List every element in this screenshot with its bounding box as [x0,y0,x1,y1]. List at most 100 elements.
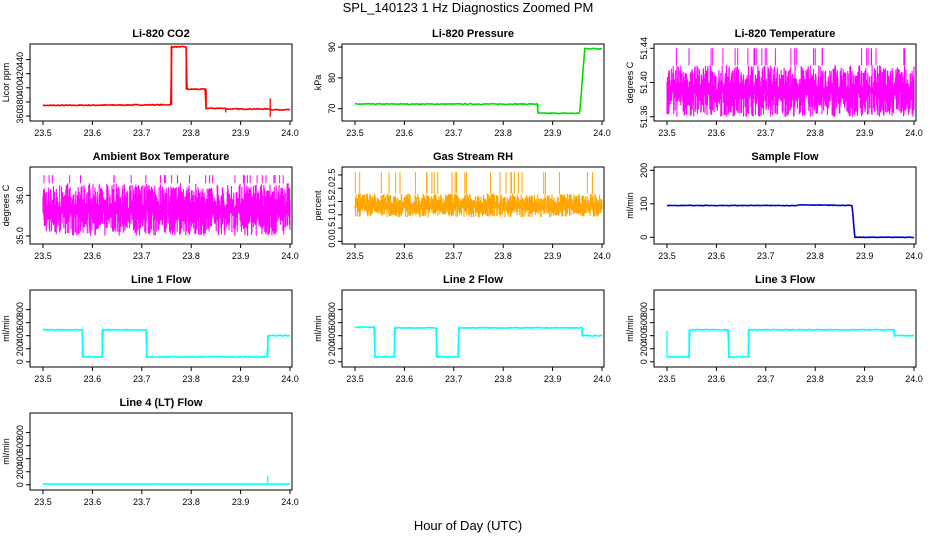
panel-title: Gas Stream RH [433,151,513,163]
x-tick-label: 23.7 [133,374,151,384]
plot-frame [341,166,605,245]
y-axis-label: kPa [313,75,323,91]
series-spikes [675,48,906,117]
x-tick-label: 24.0 [905,128,923,138]
x-tick-label: 23.5 [34,497,52,507]
series-line [42,328,291,359]
series-line [666,328,915,359]
x-tick-label: 24.0 [281,128,299,138]
series-band [666,65,915,117]
plot-frame [29,166,293,245]
panel-p3: Li-820 Temperature degrees C 51.36 51.40 51.… [625,28,923,138]
y-tick-label: 200 [15,341,25,356]
y-tick-label: 35.0 [15,227,25,245]
panel-title: Sample Flow [751,151,819,163]
panel-title: Li-820 CO2 [132,28,189,40]
x-tick-label: 23.9 [544,128,562,138]
y-tick-label: 800 [15,425,25,440]
plot-frame [653,289,917,368]
y-tick-label: 2.0 [327,182,337,195]
y-tick-label: 0 [15,482,25,487]
y-tick-label: 600 [15,315,25,330]
panel-title: Li-820 Pressure [432,28,514,40]
panel-title: Line 4 (LT) Flow [120,397,203,409]
y-tick-label: 440 [15,52,25,67]
y-axis-label: ml/min [625,192,635,219]
x-tick-label: 23.9 [232,374,250,384]
y-tick-label: 0 [639,359,649,364]
y-tick-label: 200 [639,163,649,178]
x-tick-label: 23.5 [658,128,676,138]
series-spikes [354,172,593,194]
series-band [42,183,291,236]
plot-frame [29,289,293,368]
series-band [354,193,603,218]
y-tick-label: 0.5 [327,222,337,235]
x-tick-label: 23.8 [182,497,200,507]
x-tick-label: 23.7 [133,128,151,138]
x-tick-label: 23.8 [494,374,512,384]
x-tick-label: 23.5 [346,128,364,138]
x-tick-label: 24.0 [281,497,299,507]
x-tick-label: 24.0 [593,128,611,138]
figure-title: SPL_140123 1 Hz Diagnostics Zoomed PM [342,0,594,15]
y-tick-label: 400 [15,451,25,466]
y-tick-label: 1.0 [327,209,337,222]
x-tick-label: 23.9 [232,128,250,138]
plot-frame [653,166,917,245]
panel-title: Li-820 Temperature [735,28,836,40]
y-tick-label: 200 [15,464,25,479]
x-tick-label: 23.8 [806,251,824,261]
y-tick-label: 0 [15,359,25,364]
x-tick-label: 23.7 [757,128,775,138]
x-tick-label: 23.5 [34,128,52,138]
series-line [355,325,603,359]
y-tick-label: 600 [327,315,337,330]
x-tick-label: 24.0 [281,374,299,384]
x-tick-label: 23.8 [806,128,824,138]
series-line [354,47,603,115]
panel-title: Line 1 Flow [131,274,191,286]
x-tick-label: 23.7 [445,128,463,138]
y-tick-label: 800 [327,302,337,317]
y-axis-label: ml/min [313,315,323,342]
x-tick-label: 23.9 [856,251,874,261]
x-tick-label: 23.8 [806,374,824,384]
y-tick-label: 400 [327,328,337,343]
y-axis-label: ml/min [1,438,11,465]
x-tick-label: 24.0 [281,251,299,261]
x-tick-label: 23.9 [856,128,874,138]
x-tick-label: 24.0 [593,374,611,384]
y-tick-label: 400 [15,80,25,95]
figure-x-axis-label: Hour of Day (UTC) [413,518,523,533]
x-tick-label: 23.6 [396,251,414,261]
y-tick-label: 0 [327,359,337,364]
x-tick-label: 23.6 [84,251,102,261]
y-axis-label: Licor ppm [1,63,11,103]
x-tick-label: 23.8 [494,251,512,261]
x-tick-label: 24.0 [905,374,923,384]
y-axis-label: percent [313,190,323,221]
y-tick-label: 200 [327,341,337,356]
y-tick-label: 100 [639,196,649,211]
y-tick-label: 90 [327,42,337,52]
y-tick-label: 400 [639,328,649,343]
x-tick-label: 23.7 [133,497,151,507]
y-tick-label: 420 [15,66,25,81]
y-tick-label: 0 [639,235,649,240]
x-tick-label: 23.7 [757,374,775,384]
y-tick-label: 600 [639,315,649,330]
y-tick-label: 400 [15,328,25,343]
x-tick-label: 23.5 [34,374,52,384]
y-tick-label: 2.5 [327,169,337,182]
x-tick-label: 23.7 [757,251,775,261]
x-tick-label: 23.6 [84,374,102,384]
y-axis-label: degrees C [625,61,635,103]
x-tick-label: 23.9 [856,374,874,384]
x-tick-label: 23.5 [658,251,676,261]
plot-frame [29,412,293,491]
plot-frame [29,43,293,122]
